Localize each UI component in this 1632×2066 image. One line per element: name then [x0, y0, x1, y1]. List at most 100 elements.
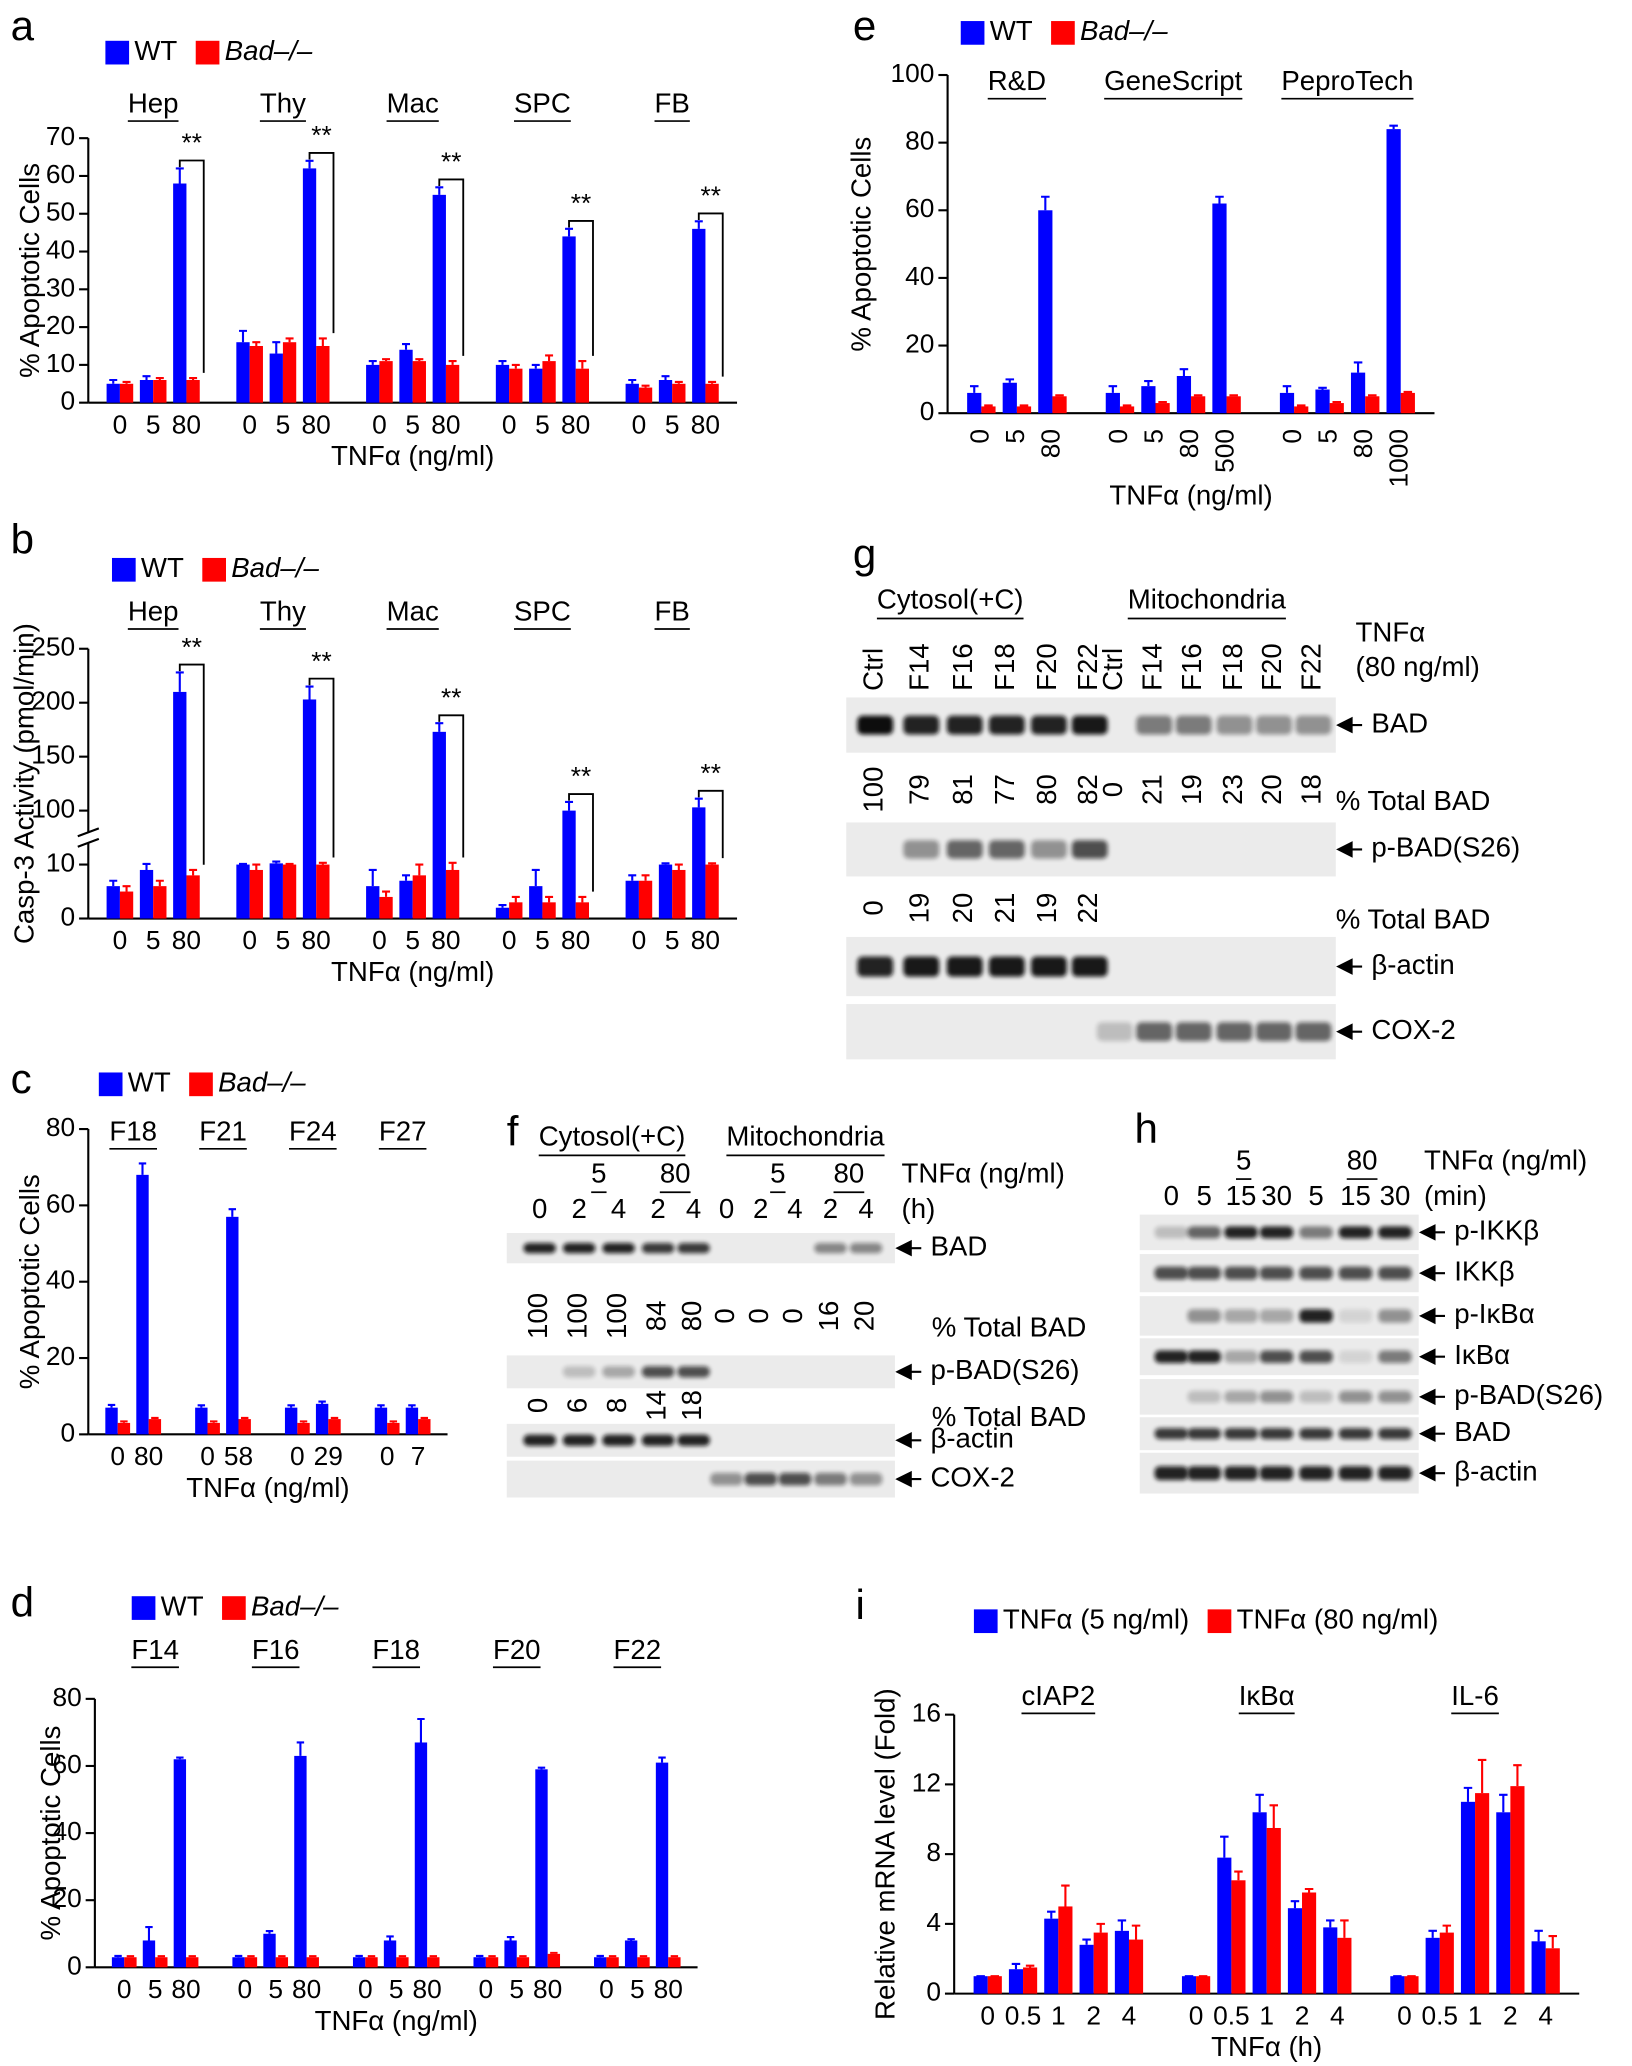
blot-band — [641, 1434, 675, 1446]
y-tick-label: 100 — [31, 794, 75, 824]
significance-label: ** — [182, 128, 202, 158]
x-tick-label: 80 — [691, 925, 720, 955]
y-axis-label: % Apoptotic Cells — [35, 1726, 66, 1941]
legend-label: WT — [990, 15, 1033, 46]
percent-value: 8 — [601, 1398, 632, 1413]
y-tick-label: 70 — [46, 121, 75, 151]
blot-band — [1154, 1226, 1189, 1239]
percent-value: 19 — [1031, 893, 1062, 924]
row-arrow — [895, 1470, 922, 1488]
error-bar — [107, 1403, 116, 1408]
x-tick-label: 0 — [200, 1441, 215, 1471]
x-tick-label: 0 — [113, 409, 128, 439]
y-axis-label: % Apoptotic Cells — [846, 137, 877, 352]
percent-value: 100 — [561, 1293, 592, 1339]
legend-label: TNFα (80 ng/ml) — [1237, 1604, 1439, 1635]
error-bar — [565, 227, 574, 237]
x-tick-label: 5 — [405, 925, 420, 955]
error-bar — [628, 378, 637, 384]
bar — [1196, 1976, 1211, 1994]
bar — [1008, 1969, 1024, 1994]
error-bar — [287, 1404, 295, 1408]
significance-label: ** — [571, 188, 591, 218]
blot-axis-label: TNFα (ng/ml) — [902, 1157, 1065, 1188]
x-tick-label: 0 — [502, 925, 517, 955]
x-tick-label: 0 — [964, 429, 994, 444]
percent-value: 80 — [1031, 774, 1062, 805]
x-tick-label: 0 — [110, 1441, 125, 1471]
lane-label: F18 — [1217, 643, 1248, 691]
y-tick-label: 0 — [60, 386, 75, 416]
error-bar — [1011, 1962, 1021, 1970]
percent-value: 18 — [676, 1390, 707, 1421]
significance-bracket — [568, 220, 594, 356]
bar — [1038, 210, 1053, 414]
x-tick-label: 5 — [389, 1974, 404, 2004]
row-arrow — [1418, 1224, 1446, 1241]
panel-letter: h — [1134, 1105, 1157, 1152]
blot-band — [903, 840, 940, 859]
bar — [1044, 1918, 1059, 1994]
x-tick-label: 0 — [1103, 429, 1133, 444]
y-tick-label: 30 — [46, 272, 75, 302]
row-label: p-BAD(S26) — [1454, 1379, 1603, 1410]
error-bar — [1117, 1919, 1127, 1931]
error-bar — [1005, 378, 1015, 383]
row-arrow — [1336, 958, 1363, 975]
blot-band — [1299, 1390, 1333, 1403]
bar — [1337, 1937, 1352, 1994]
lane-label: F20 — [1031, 643, 1062, 691]
bar — [495, 364, 510, 403]
blot-band — [1071, 956, 1108, 977]
bar — [509, 368, 523, 403]
blot-band — [1224, 1350, 1258, 1363]
error-bar — [367, 1955, 376, 1958]
x-tick-label: 80 — [1035, 429, 1065, 458]
y-tick-label: 0 — [60, 901, 75, 931]
error-bar — [415, 358, 424, 362]
error-bar — [175, 671, 184, 692]
y-tick-label: 10 — [46, 848, 75, 878]
x-tick-label: 0 — [632, 925, 647, 955]
group-label: F22 — [613, 1634, 661, 1665]
bar — [1016, 406, 1032, 414]
row-label: IKKβ — [1454, 1255, 1514, 1286]
bar — [366, 886, 380, 919]
legend-label: TNFα (5 ng/ml) — [1003, 1604, 1189, 1635]
bar — [509, 902, 523, 919]
row-label: p-IKKβ — [1454, 1215, 1539, 1246]
bar — [658, 380, 673, 403]
error-bar — [1025, 1964, 1035, 1968]
blot-subheader: 5 — [770, 1157, 785, 1188]
row-arrow — [1418, 1425, 1446, 1442]
blot-band — [1071, 715, 1108, 735]
blot-header: Cytosol(+C) — [539, 1121, 686, 1152]
percent-value: 22 — [1072, 893, 1103, 924]
bar — [1266, 1827, 1281, 1994]
blot-band — [1256, 1022, 1292, 1042]
y-tick-label: 40 — [46, 234, 75, 264]
error-bar — [122, 885, 131, 892]
bar — [387, 1422, 400, 1435]
bar — [328, 1419, 341, 1435]
lane-label: F16 — [947, 643, 978, 691]
error-bar — [1215, 195, 1224, 204]
bar — [445, 364, 460, 403]
error-bar — [1131, 1924, 1141, 1940]
bar — [473, 1957, 486, 1968]
error-bar — [969, 385, 979, 393]
legend-swatch — [202, 557, 226, 582]
row-arrow — [1418, 1348, 1446, 1366]
x-axis-label: TNFα (ng/ml) — [1109, 480, 1272, 511]
bar — [207, 1422, 220, 1435]
legend-label: Bad–/– — [1080, 15, 1168, 46]
significance-bracket — [178, 663, 205, 865]
bar — [485, 1957, 499, 1968]
bar — [139, 869, 154, 919]
x-tick-label: 0 — [372, 925, 387, 955]
legend-swatch — [131, 1596, 156, 1620]
bar — [236, 864, 250, 919]
error-bar — [429, 1955, 438, 1958]
error-bar — [252, 341, 261, 346]
row-arrow — [1336, 841, 1363, 858]
